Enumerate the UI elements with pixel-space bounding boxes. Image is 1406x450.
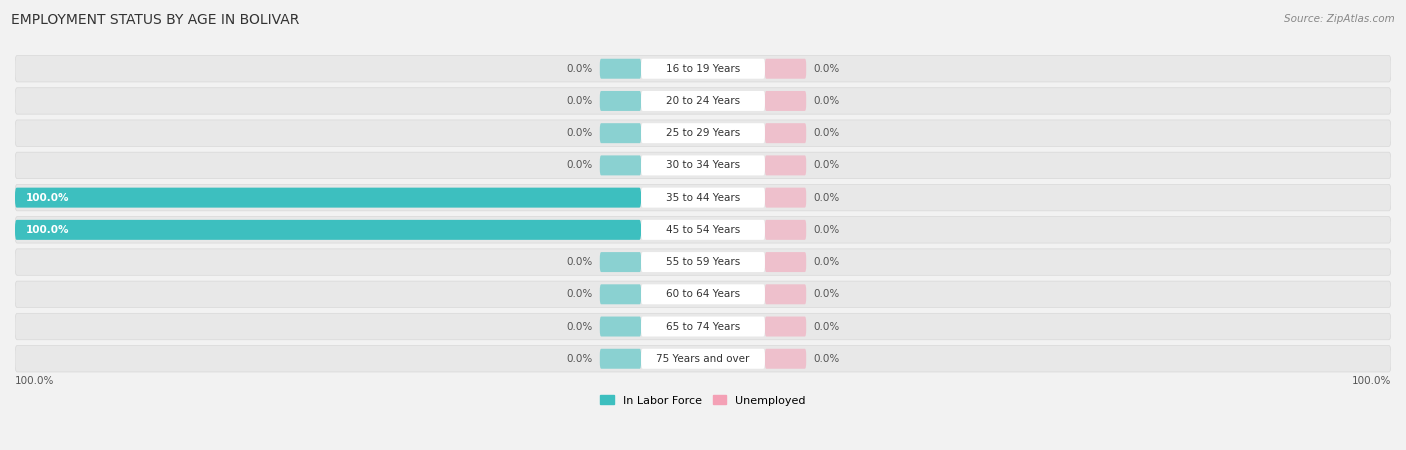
Text: 0.0%: 0.0% (813, 354, 839, 364)
FancyBboxPatch shape (600, 349, 641, 369)
FancyBboxPatch shape (765, 349, 806, 369)
Text: 0.0%: 0.0% (567, 354, 593, 364)
FancyBboxPatch shape (765, 59, 806, 79)
FancyBboxPatch shape (600, 252, 641, 272)
Text: 0.0%: 0.0% (567, 96, 593, 106)
Text: 65 to 74 Years: 65 to 74 Years (666, 322, 740, 332)
FancyBboxPatch shape (641, 155, 765, 176)
FancyBboxPatch shape (641, 123, 765, 143)
Text: 75 Years and over: 75 Years and over (657, 354, 749, 364)
FancyBboxPatch shape (15, 220, 641, 240)
FancyBboxPatch shape (600, 123, 641, 143)
FancyBboxPatch shape (15, 249, 1391, 275)
FancyBboxPatch shape (600, 59, 641, 79)
FancyBboxPatch shape (641, 220, 765, 240)
Text: EMPLOYMENT STATUS BY AGE IN BOLIVAR: EMPLOYMENT STATUS BY AGE IN BOLIVAR (11, 14, 299, 27)
Text: 0.0%: 0.0% (567, 64, 593, 74)
Text: 100.0%: 100.0% (15, 377, 55, 387)
Text: 20 to 24 Years: 20 to 24 Years (666, 96, 740, 106)
FancyBboxPatch shape (600, 91, 641, 111)
FancyBboxPatch shape (15, 55, 1391, 82)
Text: 25 to 29 Years: 25 to 29 Years (666, 128, 740, 138)
Text: 0.0%: 0.0% (813, 160, 839, 171)
Text: 60 to 64 Years: 60 to 64 Years (666, 289, 740, 299)
Text: 0.0%: 0.0% (567, 257, 593, 267)
Text: 0.0%: 0.0% (813, 64, 839, 74)
Text: 0.0%: 0.0% (813, 128, 839, 138)
FancyBboxPatch shape (641, 316, 765, 337)
FancyBboxPatch shape (15, 152, 1391, 179)
FancyBboxPatch shape (15, 313, 1391, 340)
FancyBboxPatch shape (15, 188, 641, 207)
FancyBboxPatch shape (641, 188, 765, 207)
Text: 100.0%: 100.0% (25, 193, 69, 202)
Text: 0.0%: 0.0% (567, 322, 593, 332)
FancyBboxPatch shape (765, 284, 806, 304)
FancyBboxPatch shape (641, 91, 765, 111)
FancyBboxPatch shape (15, 216, 1391, 243)
Text: 0.0%: 0.0% (813, 322, 839, 332)
Text: 100.0%: 100.0% (25, 225, 69, 235)
Text: 0.0%: 0.0% (567, 289, 593, 299)
FancyBboxPatch shape (641, 349, 765, 369)
FancyBboxPatch shape (641, 252, 765, 272)
Text: 0.0%: 0.0% (567, 160, 593, 171)
Text: 16 to 19 Years: 16 to 19 Years (666, 64, 740, 74)
FancyBboxPatch shape (765, 123, 806, 143)
Text: 30 to 34 Years: 30 to 34 Years (666, 160, 740, 171)
FancyBboxPatch shape (765, 220, 806, 240)
Text: 0.0%: 0.0% (813, 96, 839, 106)
Text: 35 to 44 Years: 35 to 44 Years (666, 193, 740, 202)
FancyBboxPatch shape (600, 284, 641, 304)
FancyBboxPatch shape (600, 155, 641, 176)
FancyBboxPatch shape (15, 184, 1391, 211)
Text: 0.0%: 0.0% (567, 128, 593, 138)
FancyBboxPatch shape (765, 252, 806, 272)
FancyBboxPatch shape (765, 91, 806, 111)
FancyBboxPatch shape (765, 188, 806, 207)
FancyBboxPatch shape (641, 284, 765, 304)
Text: 0.0%: 0.0% (813, 289, 839, 299)
FancyBboxPatch shape (641, 59, 765, 79)
FancyBboxPatch shape (15, 120, 1391, 146)
Text: 55 to 59 Years: 55 to 59 Years (666, 257, 740, 267)
Text: 100.0%: 100.0% (1351, 377, 1391, 387)
FancyBboxPatch shape (15, 88, 1391, 114)
FancyBboxPatch shape (600, 316, 641, 337)
Text: 0.0%: 0.0% (813, 257, 839, 267)
Text: 0.0%: 0.0% (813, 225, 839, 235)
Legend: In Labor Force, Unemployed: In Labor Force, Unemployed (596, 391, 810, 410)
Text: 45 to 54 Years: 45 to 54 Years (666, 225, 740, 235)
FancyBboxPatch shape (765, 155, 806, 176)
FancyBboxPatch shape (765, 316, 806, 337)
Text: 0.0%: 0.0% (813, 193, 839, 202)
Text: Source: ZipAtlas.com: Source: ZipAtlas.com (1284, 14, 1395, 23)
FancyBboxPatch shape (15, 281, 1391, 307)
FancyBboxPatch shape (15, 346, 1391, 372)
